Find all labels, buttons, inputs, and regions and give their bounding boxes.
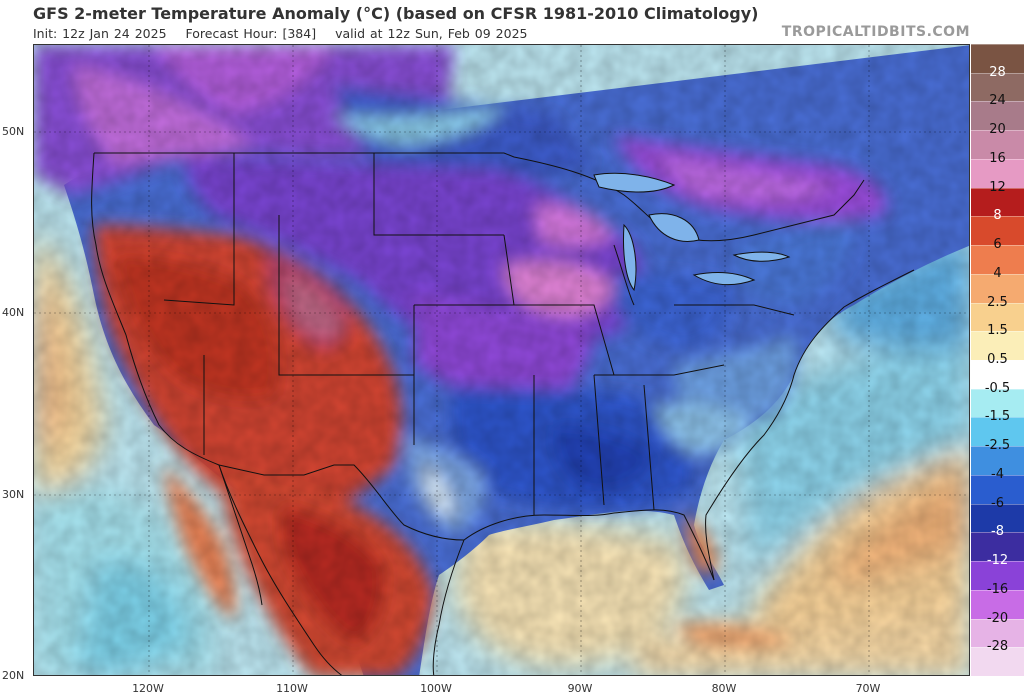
colorbar-swatch [971,388,1024,418]
colorbar-label: -16 [986,581,1009,597]
anomaly-field [34,45,969,675]
colorbar-label: -12 [986,553,1009,569]
colorbar-label: 2.5 [987,294,1008,310]
lon-label-70w: 70W [855,682,881,695]
lat-label-30n: 30N [2,488,25,501]
colorbar-swatch [971,331,1024,360]
colorbar-swatch [971,503,1024,533]
lat-label-40n: 40N [2,306,25,319]
colorbar-label: 8 [993,208,1002,224]
colorbar-label: 20 [989,122,1006,138]
graticule [34,45,969,675]
colorbar-swatch [971,446,1024,475]
colorbar-swatch [971,158,1024,188]
valid-time: valid at 12z Sun, Feb 09 2025 [335,26,528,41]
colorbar-label: -6 [991,495,1004,511]
colorbar-label: 0.5 [987,352,1008,367]
political-borders [91,152,915,675]
colorbar-label: 1.5 [987,323,1008,339]
lon-label-110w: 110W [276,682,308,695]
forecast-info: Init: 12z Jan 24 2025 Forecast Hour: [38… [33,26,542,41]
lon-label-120w: 120W [132,682,164,695]
lon-label-80w: 80W [711,682,737,695]
colorbar-swatch [971,589,1024,619]
lon-label-90w: 90W [567,682,593,695]
great-lakes [593,172,791,292]
anomaly-map [33,44,970,676]
colorbar-label: -2.5 [984,438,1011,454]
lon-label-100w: 100W [420,682,452,695]
colorbar-label: -1.5 [984,409,1011,425]
lat-label-50n: 50N [2,125,25,138]
lat-label-20n: 20N [2,669,25,682]
colorbar-swatch [971,44,1024,73]
colorbar-swatch [971,360,1024,389]
colorbar-label: 12 [989,179,1006,195]
colorbar-swatch [971,417,1024,447]
colorbar-legend: 28 24 20 16 12 8 6 4 2.5 1.5 0.5 -0.5 -1.5 -2.5 -4 -6 -8… [971,44,1024,676]
colorbar-label: 24 [989,93,1006,109]
colorbar-label: -28 [986,639,1009,655]
colorbar-swatch [971,245,1024,274]
colorbar-swatch [971,532,1024,562]
colorbar-swatch [971,618,1024,648]
colorbar-swatch [971,561,1024,590]
colorbar-label: -8 [991,524,1004,540]
colorbar-swatch [971,187,1024,217]
colorbar-swatch [971,72,1024,102]
colorbar-label: 16 [989,150,1006,166]
colorbar-swatch [971,216,1024,246]
colorbar-label: -20 [986,610,1009,626]
colorbar-label: -0.5 [984,380,1011,396]
colorbar-swatch [971,101,1024,131]
field-texture [34,45,969,675]
colorbar-swatch [971,273,1024,303]
forecast-hour: Forecast Hour: [384] [185,26,317,41]
colorbar-swatch [971,647,1024,676]
colorbar-label: 4 [993,265,1002,281]
init-time: Init: 12z Jan 24 2025 [33,26,167,41]
map-title: GFS 2-meter Temperature Anomaly (°C) (ba… [33,4,759,23]
colorbar-swatch [971,130,1024,159]
colorbar-label: -4 [991,466,1004,482]
colorbar-swatch [971,474,1024,504]
colorbar-label: 28 [989,64,1006,80]
colorbar-swatch [971,302,1024,332]
site-watermark: TROPICALTIDBITS.COM [781,24,970,40]
colorbar-label: 6 [993,237,1002,253]
